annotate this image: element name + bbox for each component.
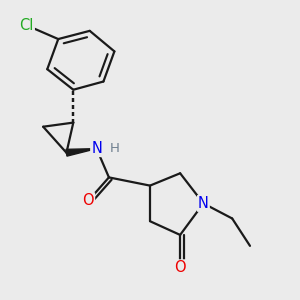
Text: N: N — [91, 141, 102, 156]
Text: Cl: Cl — [20, 18, 34, 33]
Text: O: O — [82, 193, 94, 208]
Polygon shape — [66, 148, 97, 156]
Text: O: O — [174, 260, 186, 275]
Text: N: N — [198, 196, 209, 211]
Text: H: H — [110, 142, 119, 155]
